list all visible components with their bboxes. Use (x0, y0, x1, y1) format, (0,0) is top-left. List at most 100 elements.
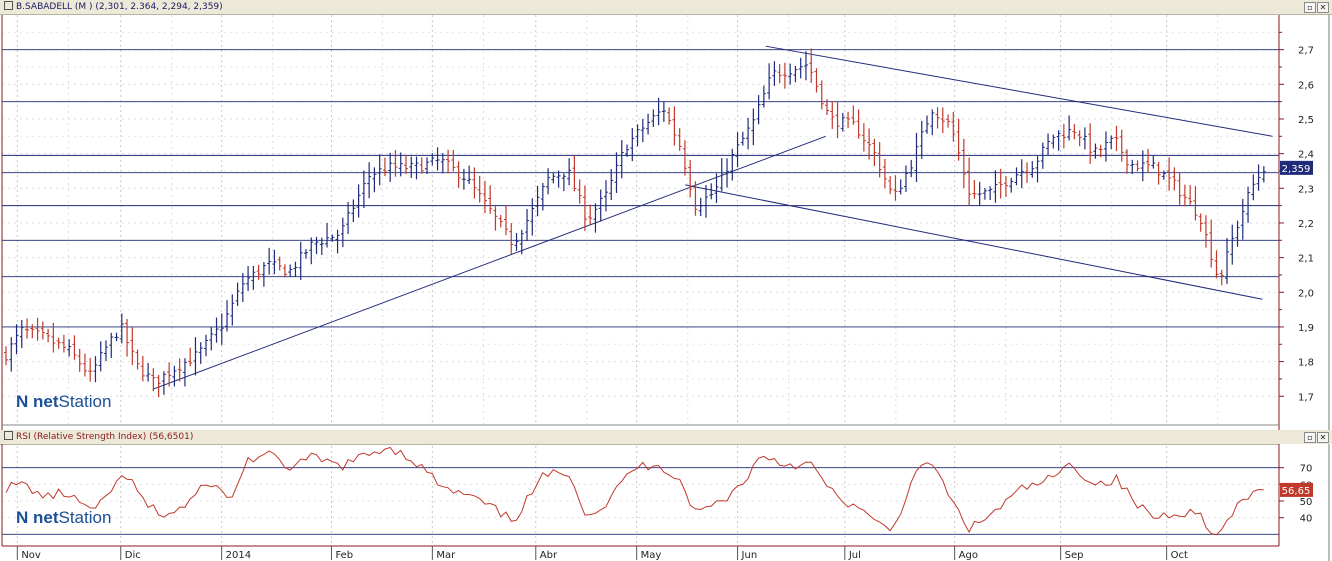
ohlc-bar (546, 168, 551, 195)
ohlc-bar (730, 148, 735, 181)
y-tick-label: 2,2 (1298, 219, 1314, 230)
ohlc-bar (751, 108, 756, 146)
price-title-bar[interactable]: B.SABADELL (M ) (2,301, 2.364, 2,294, 2,… (0, 0, 1332, 15)
y-tick-label: 2,6 (1298, 80, 1314, 91)
ohlc-bar (293, 261, 298, 277)
ohlc-bar (172, 365, 177, 387)
ohlc-bar (867, 128, 872, 160)
ohlc-bar (672, 106, 677, 146)
y-tick-label: 2,5 (1298, 115, 1314, 126)
ohlc-bar (630, 127, 635, 162)
ohlc-bar (909, 159, 914, 178)
ohlc-bar (1235, 220, 1240, 247)
ohlc-bar (282, 264, 287, 278)
ohlc-bar (1161, 170, 1166, 180)
ohlc-bar (146, 362, 151, 382)
y-tick-label: 2,7 (1298, 46, 1314, 57)
ohlc-bar (898, 179, 903, 195)
y-tick-label: 2,3 (1298, 184, 1314, 195)
rsi-chart[interactable]: 4050607056,65 NovDic2014FebMarAbrMayJunJ… (0, 444, 1332, 561)
close-button[interactable]: ✕ (1317, 2, 1329, 13)
ohlc-bar (30, 324, 35, 339)
ohlc-bar (961, 138, 966, 189)
ohlc-bar (9, 337, 14, 372)
x-tick-label: Oct (1171, 550, 1188, 561)
ohlc-bar (251, 265, 256, 290)
ohlc-bar (856, 109, 861, 139)
ohlc-bar (103, 340, 108, 361)
ohlc-bar (393, 150, 398, 177)
x-tick-label: Jul (848, 550, 861, 561)
ohlc-bar (125, 318, 130, 357)
ohlc-bar (330, 234, 335, 242)
restore-button[interactable]: ▫ (1304, 2, 1316, 13)
ohlc-bar (203, 334, 208, 357)
ohlc-bar (1198, 213, 1203, 232)
ohlc-bar (246, 266, 251, 291)
x-tick-label: Jun (741, 550, 758, 561)
ohlc-bar (340, 217, 345, 248)
ohlc-bar (1193, 186, 1198, 221)
ohlc-bar (1009, 177, 1014, 193)
current-rsi-label: 56,65 (1282, 486, 1311, 497)
current-price-label: 2,359 (1282, 164, 1311, 175)
ohlc-bar (761, 85, 766, 108)
ohlc-bar (956, 118, 961, 161)
ohlc-bar (530, 198, 535, 236)
ohlc-bar (372, 167, 377, 193)
ohlc-bar (772, 61, 777, 86)
ohlc-bar (719, 158, 724, 192)
ohlc-bar (119, 313, 124, 344)
close-button[interactable]: ✕ (1317, 432, 1329, 443)
ohlc-bar (1088, 123, 1093, 164)
ohlc-bar (651, 109, 656, 127)
y-tick-label: 2,4 (1298, 150, 1314, 161)
ohlc-bar (377, 154, 382, 186)
ohlc-bar (735, 132, 740, 168)
ohlc-bar (1046, 133, 1051, 155)
ohlc-bar (609, 169, 614, 201)
ohlc-bar (151, 368, 156, 392)
trendline (765, 45, 1273, 137)
ohlc-bar (198, 342, 203, 364)
ohlc-bar (625, 144, 630, 157)
trendline (685, 184, 1263, 300)
ohlc-bar (619, 140, 624, 179)
ohlc-bar (309, 237, 314, 265)
ohlc-bar (314, 236, 319, 255)
ohlc-bar (819, 80, 824, 110)
ohlc-bar (488, 185, 493, 214)
price-pane: B.SABADELL (M ) (2,301, 2.364, 2,294, 2,… (0, 0, 1332, 431)
ohlc-bar (193, 337, 198, 376)
rsi-y-axis-bg (1279, 444, 1332, 561)
ohlc-bar (493, 206, 498, 231)
ohlc-bar (61, 334, 66, 353)
ohlc-bar (798, 57, 803, 79)
price-chart[interactable]: 1,7 1,8 1,9 2,0 2,1 2,2 2,3 2,4 2,5 2,6 2,7 2,359 (0, 15, 1332, 431)
rsi-title-bar[interactable]: RSI (Relative Strength Index) (56,6501) … (0, 430, 1332, 445)
ohlc-bar (1156, 161, 1161, 185)
ohlc-bar (682, 140, 687, 176)
ohlc-bar (267, 247, 272, 275)
ohlc-bar (809, 48, 814, 83)
ohlc-bar (830, 101, 835, 129)
ohlc-bar (25, 318, 30, 339)
ohlc-bar (1061, 123, 1066, 149)
ohlc-bar (456, 161, 461, 188)
ohlc-bar (1177, 172, 1182, 205)
ohlc-bar (256, 264, 261, 280)
ohlc-bar (993, 170, 998, 203)
restore-button[interactable]: ▫ (1304, 432, 1316, 443)
x-tick-label: May (641, 550, 662, 561)
ohlc-bar (509, 223, 514, 254)
ohlc-bar (1019, 159, 1024, 189)
y-tick-label: 1,7 (1298, 392, 1314, 403)
ohlc-bar (1040, 142, 1045, 169)
ohlc-bar (893, 175, 898, 201)
ohlc-bar (14, 324, 19, 355)
ohlc-bar (1093, 143, 1098, 159)
ohlc-bar (398, 152, 403, 177)
rsi-y-tick-label: 70 (1300, 464, 1313, 475)
ohlc-bar (972, 179, 977, 199)
ohlc-bar (698, 197, 703, 217)
